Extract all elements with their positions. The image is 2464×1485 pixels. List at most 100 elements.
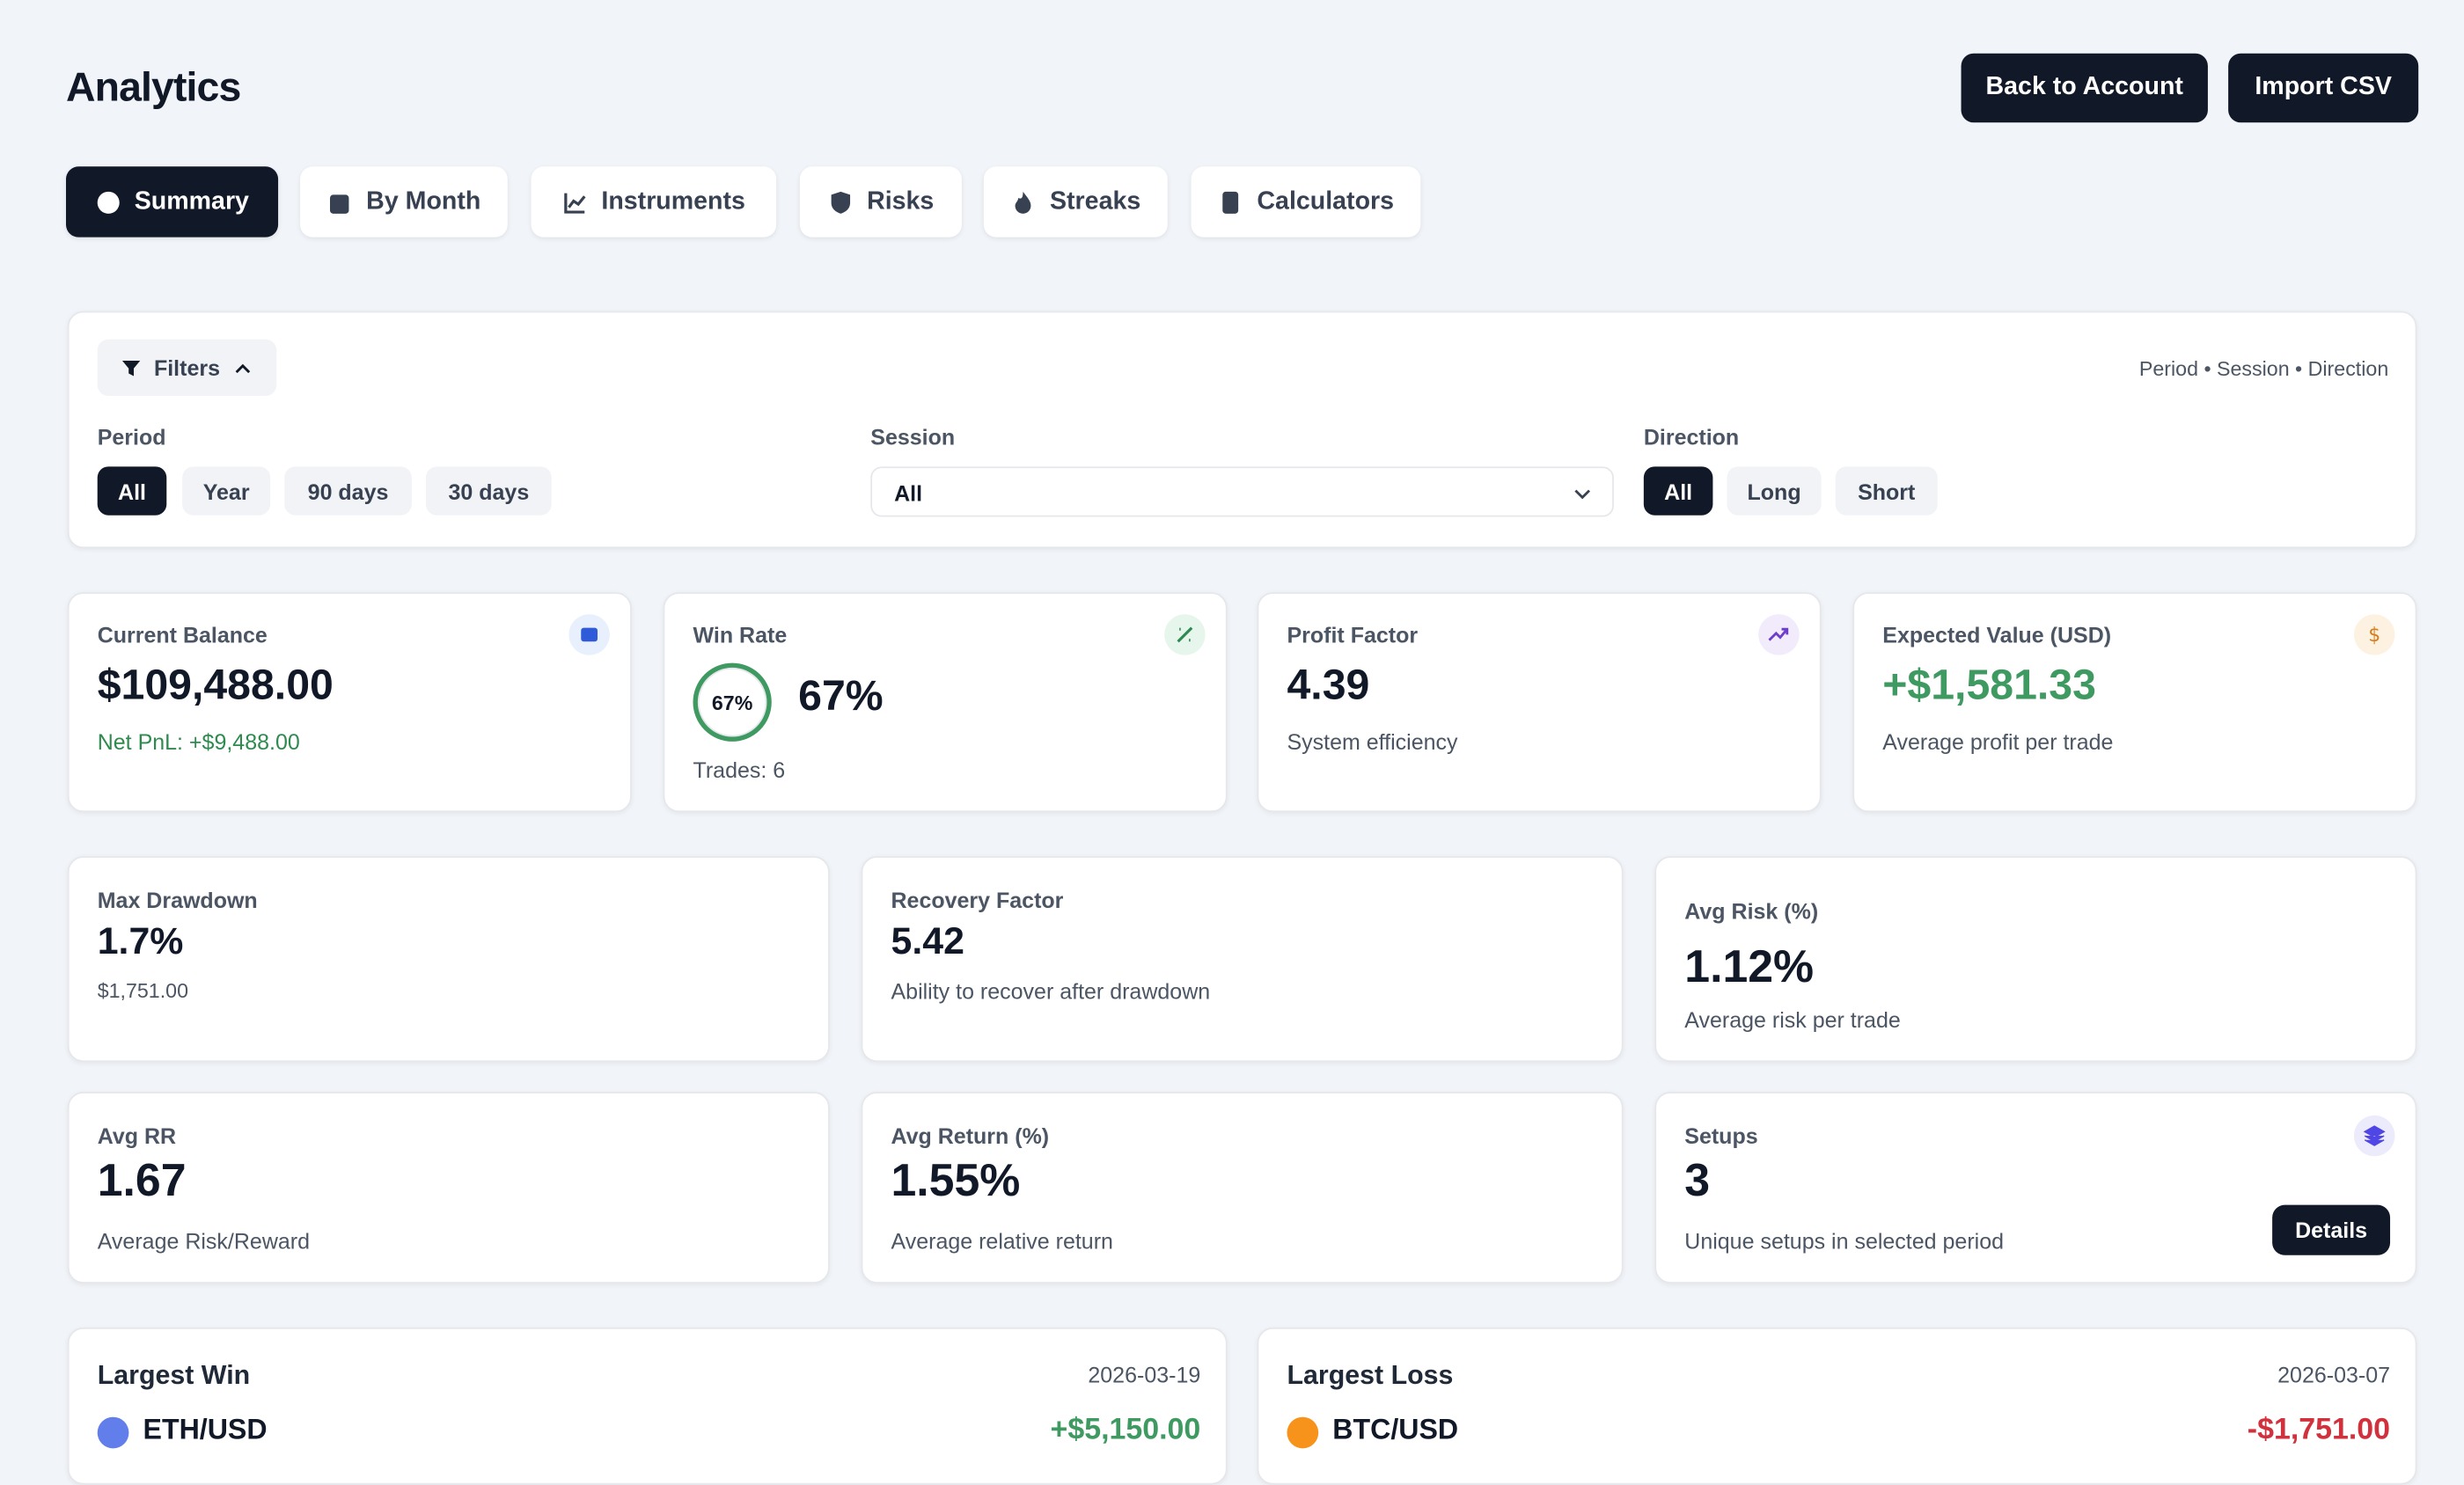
metric-label: Avg Return (%)	[891, 1123, 1050, 1149]
tab-label: Summary	[134, 187, 249, 215]
kpi-icon	[1164, 614, 1206, 655]
kpi-label: Current Balance	[97, 622, 268, 647]
kpi-card: Win Rate 67% 67% Trades: 6	[663, 592, 1228, 813]
metric-note: Average risk per trade	[1684, 1006, 1901, 1032]
svg-text:$: $	[2368, 625, 2380, 646]
direction-option[interactable]: Short	[1835, 466, 1938, 516]
icon	[2363, 1125, 2386, 1146]
metric-value: 3	[1684, 1156, 1711, 1207]
kpi-icon	[568, 614, 610, 655]
metric-label: Recovery Factor	[891, 887, 1064, 913]
kpi-value: 67%	[798, 672, 884, 720]
coin-icon	[97, 1416, 129, 1449]
metric-card: Avg RR 1.67 Average Risk/Reward	[67, 1092, 830, 1284]
kpi-icon	[1758, 614, 1800, 655]
back-button[interactable]: Back to Account	[1961, 53, 2208, 123]
tab[interactable]: Calculators	[1191, 166, 1421, 238]
icon	[830, 190, 850, 213]
metric-card: Max Drawdown 1.7% $1,751.00	[67, 856, 830, 1063]
metric-value: 1.67	[97, 1156, 187, 1207]
icon	[121, 360, 141, 376]
metric-note: Ability to recover after drawdown	[891, 978, 1211, 1005]
coin-icon	[1287, 1416, 1319, 1449]
extreme-date: 2026-03-19	[1088, 1362, 1201, 1387]
period-option[interactable]: 90 days	[284, 466, 412, 516]
extreme-symbol: ETH/USD	[143, 1414, 268, 1445]
tab[interactable]: By Month	[300, 166, 508, 238]
metric-label: Max Drawdown	[97, 887, 258, 913]
tab-label: Risks	[867, 187, 935, 215]
extreme-title: Largest Win	[97, 1360, 251, 1391]
extreme-date: 2026-03-07	[2277, 1362, 2391, 1387]
extreme-symbol: BTC/USD	[1332, 1414, 1459, 1445]
direction-option[interactable]: Long	[1727, 466, 1822, 516]
tab-label: By Month	[366, 187, 481, 215]
setups-icon	[2353, 1115, 2395, 1157]
metric-card: Avg Risk (%) 1.12% Average risk per trade	[1654, 856, 2417, 1063]
metric-value: 1.55%	[891, 1156, 1021, 1207]
period-option[interactable]: 30 days	[425, 466, 552, 516]
icon	[330, 194, 349, 213]
win-ring-label: 67%	[711, 690, 753, 714]
dropdown-arrow	[1574, 489, 1591, 500]
kpi-note: Average profit per trade	[1882, 728, 2114, 755]
extreme-card: Largest Win 2026-03-19 ETH/USD +$5,150.00	[67, 1327, 1228, 1485]
kpi-value: +$1,581.33	[1882, 661, 2096, 709]
filters-toggle[interactable]: Filters	[97, 339, 277, 396]
win-ring: 67%	[693, 662, 772, 742]
kpi-label: Profit Factor	[1287, 622, 1419, 647]
tab[interactable]: Instruments	[531, 166, 777, 238]
metric-note: Unique setups in selected period	[1684, 1228, 2005, 1254]
icon	[1015, 190, 1031, 213]
direction-option[interactable]: All	[1643, 466, 1713, 516]
filters-label: Filters	[153, 355, 220, 381]
metric-note: $1,751.00	[97, 978, 189, 1003]
metric-value: 5.42	[891, 920, 964, 963]
kpi-card: Current Balance $109,488.00 Net PnL: +$9,4…	[67, 592, 632, 813]
kpi-card: Profit Factor 4.39 System efficiency	[1257, 592, 1822, 813]
session-value: All	[894, 480, 923, 506]
tab[interactable]: Streaks	[983, 166, 1168, 238]
kpi-note: Net PnL: +$9,488.00	[97, 728, 300, 755]
metric-card: Recovery Factor 5.42 Ability to recover af…	[861, 856, 1624, 1063]
period-option[interactable]: All	[97, 466, 167, 516]
kpi-card: Expected Value (USD) $ +$1,581.33 Average p…	[1852, 592, 2417, 813]
metric-value: 1.7%	[97, 920, 184, 963]
filters-card: Filters Period • Session • Direction Perio…	[67, 311, 2417, 549]
tab[interactable]: Summary	[65, 166, 279, 238]
metric-card: Setups 3 Unique setups in selected period D…	[1654, 1092, 2417, 1284]
import-button[interactable]: Import CSV	[2228, 53, 2419, 123]
details-button[interactable]: Details	[2272, 1204, 2391, 1255]
icon	[563, 192, 586, 213]
extreme-amount: +$5,150.00	[1050, 1414, 1201, 1447]
metric-card: Avg Return (%) 1.55% Average relative retu…	[861, 1092, 1624, 1284]
session-select[interactable]: All	[870, 466, 1614, 517]
kpi-value: $109,488.00	[97, 661, 334, 709]
metric-label: Setups	[1684, 1123, 1758, 1149]
tab[interactable]: Risks	[799, 166, 962, 238]
direction-label: Direction	[1643, 424, 1740, 450]
icon	[1768, 627, 1789, 641]
extreme-amount: -$1,751.00	[2247, 1414, 2391, 1447]
metric-value: 1.12%	[1684, 942, 1815, 993]
filters-summary: Period • Session • Direction	[2138, 356, 2389, 381]
kpi-label: Expected Value (USD)	[1882, 622, 2112, 647]
icon	[96, 190, 119, 213]
icon	[1177, 626, 1193, 643]
metric-label: Avg RR	[97, 1123, 177, 1149]
metric-note: Average relative return	[891, 1228, 1113, 1254]
tab-label: Instruments	[601, 187, 745, 215]
chevron	[235, 362, 251, 373]
metric-note: Average Risk/Reward	[97, 1228, 311, 1254]
period-option[interactable]: Year	[182, 466, 271, 516]
kpi-note: Trades: 6	[693, 757, 786, 783]
period-label: Period	[97, 424, 166, 450]
page: Analytics Back to Account Import CSV Summar…	[65, 53, 2419, 1485]
page-title: Analytics	[65, 62, 241, 110]
kpi-icon: $	[2353, 614, 2395, 655]
session-label: Session	[870, 424, 956, 450]
extreme-card: Largest Loss 2026-03-07 BTC/USD -$1,751.00	[1257, 1327, 2417, 1485]
tab-label: Calculators	[1257, 187, 1395, 215]
metric-label: Avg Risk (%)	[1684, 898, 1819, 924]
icon	[581, 627, 598, 642]
